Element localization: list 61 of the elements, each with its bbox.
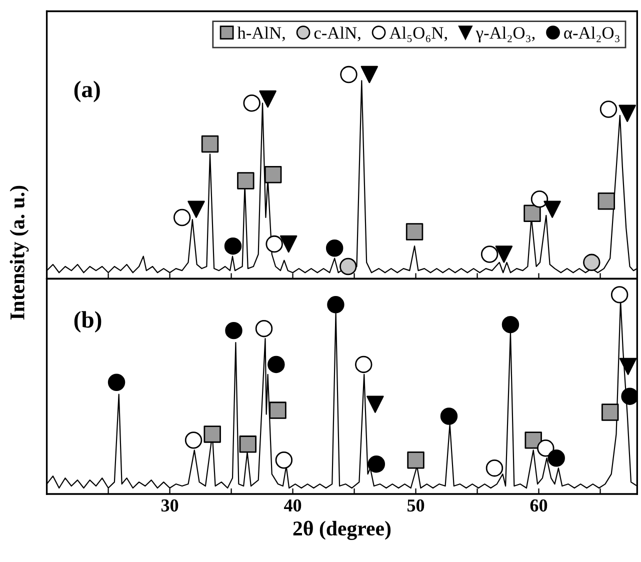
point <box>184 432 202 449</box>
point <box>544 200 561 218</box>
point <box>340 258 357 276</box>
point <box>530 190 548 208</box>
point <box>360 66 378 84</box>
point <box>621 388 638 405</box>
point <box>601 404 619 421</box>
point <box>355 356 372 374</box>
point <box>440 408 458 425</box>
point <box>600 100 618 118</box>
y-axis-title: Intensity (a. u.) <box>10 186 29 320</box>
point <box>255 320 273 338</box>
point <box>524 204 541 222</box>
point <box>326 240 344 257</box>
point <box>188 200 205 218</box>
point <box>368 455 386 473</box>
x-tick-label: 40 <box>284 499 302 512</box>
legend-label: Al₅O₆N, <box>389 26 447 42</box>
point <box>495 246 513 263</box>
legend-label: c-AlN, <box>314 26 360 42</box>
annotation: (a) <box>74 80 100 102</box>
point <box>237 172 254 190</box>
point <box>407 452 424 469</box>
point <box>327 296 344 314</box>
point <box>266 235 283 253</box>
point <box>224 237 242 255</box>
point <box>225 322 242 340</box>
point <box>502 316 520 334</box>
point <box>610 286 628 304</box>
point <box>259 90 276 108</box>
point <box>280 235 298 253</box>
x-tick-label: 60 <box>530 499 548 512</box>
x-axis-title: 2θ (degree) <box>293 520 391 540</box>
point <box>201 135 219 153</box>
point <box>548 450 565 467</box>
point <box>173 208 191 226</box>
point <box>239 436 256 453</box>
point <box>204 426 221 443</box>
x-tick-label: 50 <box>407 499 424 512</box>
point <box>598 192 616 210</box>
point <box>618 104 636 122</box>
point <box>275 452 293 469</box>
x-tick-label: 30 <box>161 499 178 512</box>
point <box>366 396 384 413</box>
point <box>269 402 286 419</box>
legend-label: γ-Al₂O₃, <box>476 26 535 42</box>
point <box>243 94 260 112</box>
point <box>406 223 424 240</box>
point <box>583 254 600 272</box>
point <box>486 459 504 477</box>
legend-label: α-Al₂O₃ <box>564 26 620 42</box>
legend-label: h-AlN, <box>237 26 285 42</box>
point <box>108 374 126 391</box>
annotation: (b) <box>74 311 102 333</box>
point <box>537 440 554 457</box>
point <box>524 432 542 449</box>
point <box>340 66 358 84</box>
point <box>264 166 282 184</box>
point <box>268 356 285 374</box>
point <box>480 246 498 263</box>
point <box>619 358 637 376</box>
